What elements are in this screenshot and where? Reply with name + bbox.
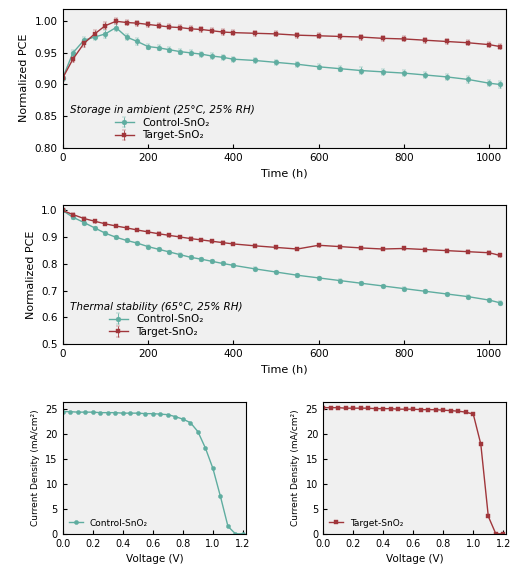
Y-axis label: Current Density (mA/cm²): Current Density (mA/cm²)	[291, 409, 300, 526]
Legend: Control-SnO₂, Target-SnO₂: Control-SnO₂, Target-SnO₂	[68, 300, 244, 339]
X-axis label: Voltage (V): Voltage (V)	[125, 554, 183, 564]
Y-axis label: Normalized PCE: Normalized PCE	[19, 34, 29, 122]
Legend: Control-SnO₂, Target-SnO₂: Control-SnO₂, Target-SnO₂	[68, 103, 257, 142]
X-axis label: Time (h): Time (h)	[261, 364, 308, 375]
Y-axis label: Normalized PCE: Normalized PCE	[26, 231, 35, 319]
X-axis label: Time (h): Time (h)	[261, 168, 308, 178]
Legend: Control-SnO₂: Control-SnO₂	[67, 517, 150, 529]
Y-axis label: Current Density (mA/cm²): Current Density (mA/cm²)	[31, 409, 40, 526]
Legend: Target-SnO₂: Target-SnO₂	[327, 517, 405, 529]
X-axis label: Voltage (V): Voltage (V)	[386, 554, 444, 564]
